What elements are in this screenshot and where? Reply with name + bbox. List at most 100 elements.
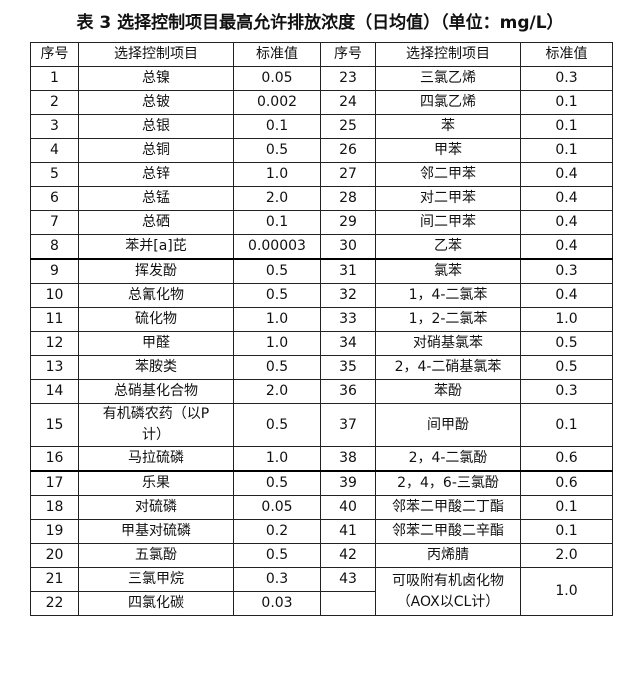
seq-cell: 32: [320, 283, 376, 308]
table-row: 6 总锰 2.0 28 对二甲苯 0.4: [30, 186, 613, 211]
item-cell: 丙烯腈: [375, 543, 521, 568]
table-row: 7 总硒 0.1 29 间二甲苯 0.4: [30, 210, 613, 235]
value-cell: 0.3: [520, 66, 613, 91]
value-cell: 0.1: [520, 114, 613, 139]
item-cell: 总银: [78, 114, 234, 139]
table-row: 4 总铜 0.5 26 甲苯 0.1: [30, 138, 613, 163]
value-cell: 0.6: [520, 446, 613, 472]
table-row: 18 对硫磷 0.05 40 邻苯二甲酸二丁酯 0.1: [30, 495, 613, 520]
table-row: 1 总镍 0.05 23 三氯乙烯 0.3: [30, 66, 613, 91]
item-cell: 间甲酚: [375, 403, 521, 447]
seq-cell: 10: [30, 283, 79, 308]
item-cell: 总铍: [78, 90, 234, 115]
value-cell: 0.05: [233, 495, 321, 520]
item-cell: 邻二甲苯: [375, 162, 521, 187]
value-cell: 1.0: [233, 446, 321, 472]
value-cell: 0.5: [520, 331, 613, 356]
seq-cell: 41: [320, 519, 376, 544]
item-cell: 有机磷农药（以P计）: [78, 403, 234, 447]
table-row: 8 苯并[a]芘 0.00003 30 乙苯 0.4: [30, 234, 613, 260]
item-cell: 总锌: [78, 162, 234, 187]
value-cell: 2.0: [520, 543, 613, 568]
item-cell: 苯酚: [375, 379, 521, 404]
item-cell: 对二甲苯: [375, 186, 521, 211]
seq-cell: 24: [320, 90, 376, 115]
seq-cell: 39: [320, 470, 376, 496]
column-header: 序号: [320, 42, 376, 67]
item-cell: 三氯甲烷: [78, 567, 234, 592]
value-cell: 1.0: [520, 567, 613, 616]
seq-cell: 37: [320, 403, 376, 447]
table-row: 10 总氰化物 0.5 32 1，4-二氯苯 0.4: [30, 283, 613, 308]
seq-cell: 8: [30, 234, 79, 260]
column-header: 序号: [30, 42, 79, 67]
value-cell: 2.0: [233, 186, 321, 211]
item-cell: 间二甲苯: [375, 210, 521, 235]
item-cell: 苯: [375, 114, 521, 139]
value-cell: 0.4: [520, 210, 613, 235]
item-cell: 可吸附有机卤化物（AOX以CL计）: [375, 567, 521, 616]
item-cell: 邻苯二甲酸二丁酯: [375, 495, 521, 520]
table-row: 17 乐果 0.5 39 2，4，6-三氯酚 0.6: [30, 470, 613, 496]
item-cell: 1，4-二氯苯: [375, 283, 521, 308]
seq-cell: 9: [30, 258, 79, 284]
value-cell: 0.5: [233, 258, 321, 284]
table-row: 11 硫化物 1.0 33 1，2-二氯苯 1.0: [30, 307, 613, 332]
seq-cell: 30: [320, 234, 376, 260]
value-cell: 0.5: [233, 138, 321, 163]
item-cell: 四氯化碳: [78, 591, 234, 616]
column-header: 选择控制项目: [78, 42, 234, 67]
seq-cell: 5: [30, 162, 79, 187]
column-header: 标准值: [233, 42, 321, 67]
seq-cell: 28: [320, 186, 376, 211]
item-cell: 马拉硫磷: [78, 446, 234, 472]
seq-cell: 3: [30, 114, 79, 139]
item-cell: 总硒: [78, 210, 234, 235]
seq-cell: 16: [30, 446, 79, 472]
seq-cell: 19: [30, 519, 79, 544]
seq-cell: 42: [320, 543, 376, 568]
table-row: 20 五氯酚 0.5 42 丙烯腈 2.0: [30, 543, 613, 568]
item-cell: 硫化物: [78, 307, 234, 332]
item-cell: 总硝基化合物: [78, 379, 234, 404]
item-cell: 总氰化物: [78, 283, 234, 308]
item-cell: 甲苯: [375, 138, 521, 163]
table-row: 16 马拉硫磷 1.0 38 2，4-二氯酚 0.6: [30, 446, 613, 472]
item-cell: 氯苯: [375, 258, 521, 284]
seq-cell: 33: [320, 307, 376, 332]
value-cell: 0.5: [233, 355, 321, 380]
seq-cell: 22: [30, 591, 79, 616]
seq-cell: 4: [30, 138, 79, 163]
item-cell: 乙苯: [375, 234, 521, 260]
item-cell: 2，4，6-三氯酚: [375, 470, 521, 496]
value-cell: 0.1: [233, 114, 321, 139]
seq-cell: 1: [30, 66, 79, 91]
item-cell: 苯并[a]芘: [78, 234, 234, 260]
value-cell: 0.1: [520, 138, 613, 163]
value-cell: 0.4: [520, 283, 613, 308]
value-cell: 0.1: [233, 210, 321, 235]
seq-cell: 15: [30, 403, 79, 447]
seq-cell: 25: [320, 114, 376, 139]
item-cell: 2，4-二氯酚: [375, 446, 521, 472]
value-cell: 0.002: [233, 90, 321, 115]
value-cell: 2.0: [233, 379, 321, 404]
column-header: 标准值: [520, 42, 613, 67]
seq-cell: 27: [320, 162, 376, 187]
value-cell: 1.0: [233, 307, 321, 332]
item-cell: 1，2-二氯苯: [375, 307, 521, 332]
table-row: 21 三氯甲烷 0.3 43 可吸附有机卤化物（AOX以CL计） 1.0: [30, 567, 613, 616]
value-cell: 0.2: [233, 519, 321, 544]
item-cell: 五氯酚: [78, 543, 234, 568]
header-row: 序号 选择控制项目 标准值 序号 选择控制项目 标准值: [30, 42, 613, 67]
item-cell: 四氯乙烯: [375, 90, 521, 115]
item-cell: 2，4-二硝基氯苯: [375, 355, 521, 380]
value-cell: 1.0: [520, 307, 613, 332]
seq-cell: 18: [30, 495, 79, 520]
table-row: 13 苯胺类 0.5 35 2，4-二硝基氯苯 0.5: [30, 355, 613, 380]
item-cell: 对硫磷: [78, 495, 234, 520]
value-cell: 1.0: [233, 162, 321, 187]
seq-cell: 11: [30, 307, 79, 332]
value-cell: 0.5: [233, 543, 321, 568]
seq-cell: 13: [30, 355, 79, 380]
